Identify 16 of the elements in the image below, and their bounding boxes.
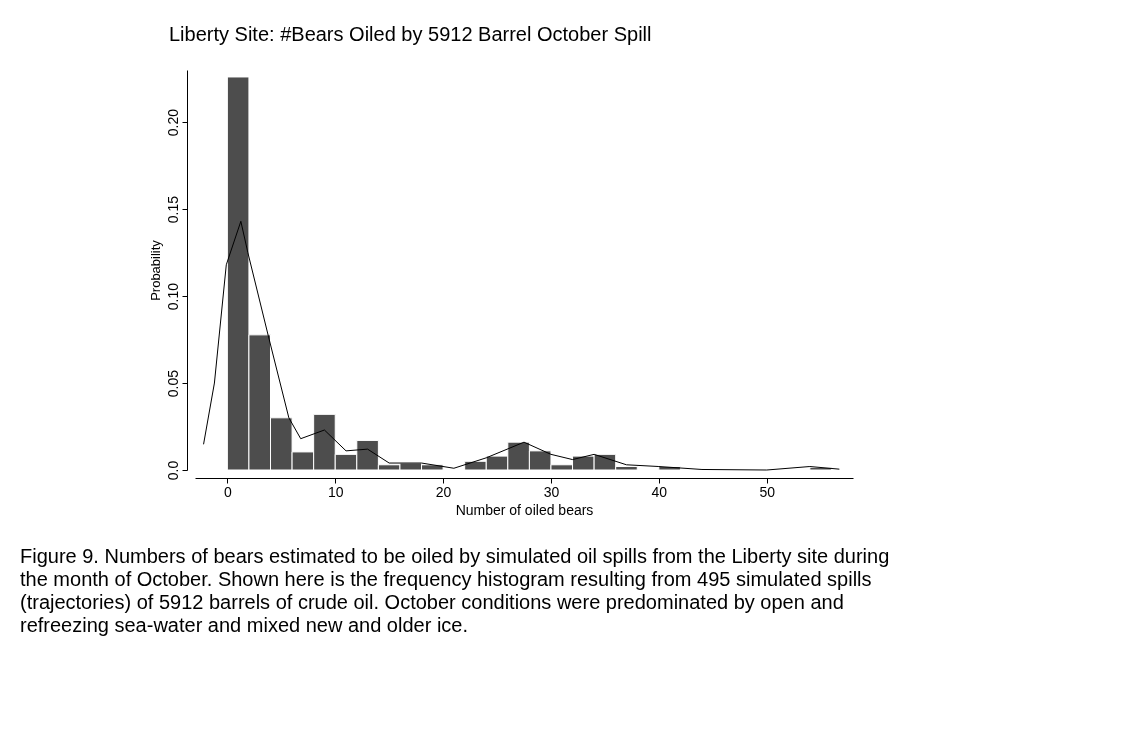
y-tick-label: 0.0 <box>164 460 181 481</box>
x-axis-title: Number of oiled bears <box>455 501 594 518</box>
y-tick-label: 0.10 <box>164 282 181 311</box>
chart-title: Liberty Site: #Bears Oiled by 5912 Barrel October Spill <box>169 23 652 45</box>
y-tick-label: 0.05 <box>164 369 181 398</box>
x-tick-label: 10 <box>327 483 344 500</box>
y-tick-label: 0.20 <box>164 108 181 137</box>
x-tick-label: 40 <box>651 483 668 500</box>
y-tick-label: 0.15 <box>164 195 181 224</box>
x-tick-label: 0 <box>223 483 232 500</box>
x-tick-label: 30 <box>543 483 560 500</box>
y-axis-title: Probability <box>147 239 163 301</box>
caption: Figure 9. Numbers of bears estimated to be oiled by simulated oil spills from the Liberty site during the month of October. Shown here is the frequency histogram resulting from 495 simulated spills (trajectories) of 5912 barrels of crude oil. October conditions were predominated by open and refreezing sea-water and mixed new and older ice. <box>20 545 890 636</box>
line-series <box>203 220 840 471</box>
x-tick-label: 50 <box>759 483 776 500</box>
x-tick-label: 20 <box>435 483 452 500</box>
